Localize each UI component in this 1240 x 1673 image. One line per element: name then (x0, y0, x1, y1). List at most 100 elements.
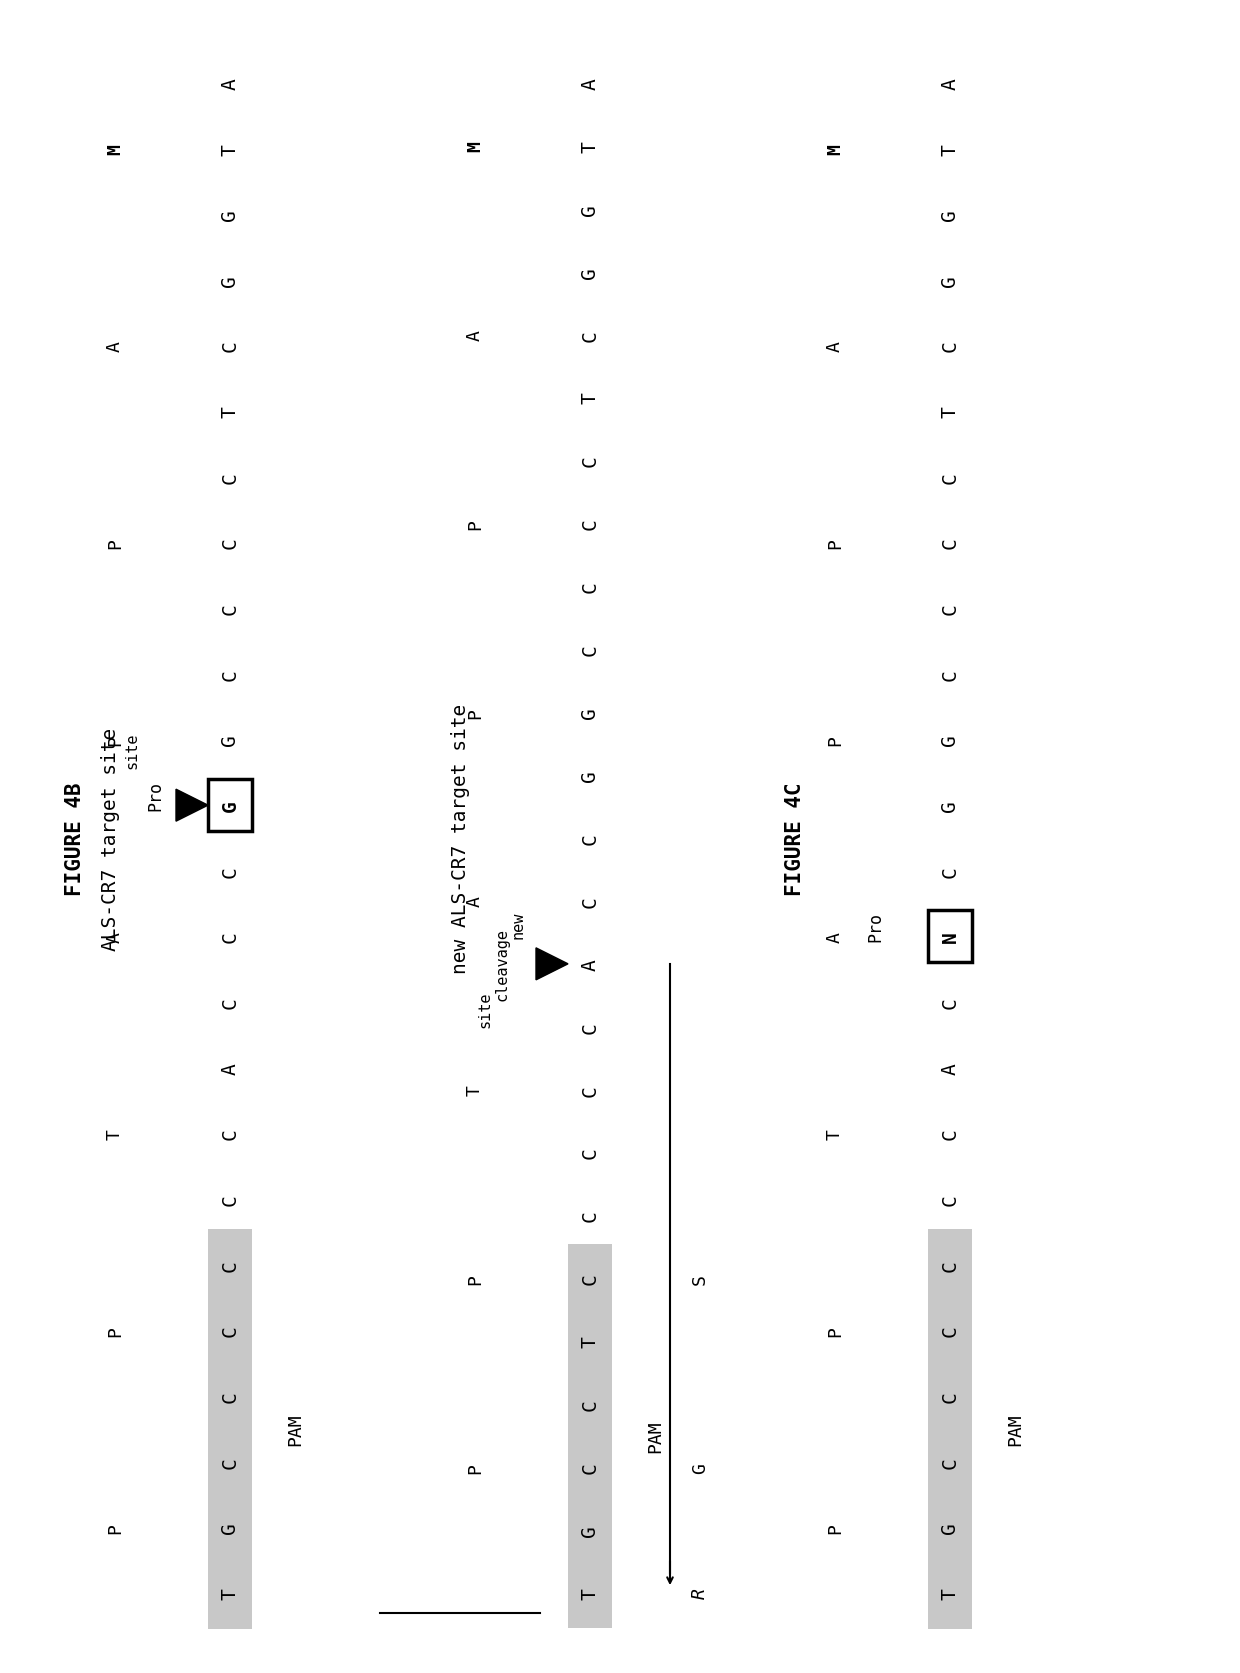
Text: ALS-CR7 target site: ALS-CR7 target site (100, 728, 119, 950)
Text: C: C (221, 1260, 239, 1271)
Text: G: G (221, 734, 239, 746)
Text: P: P (105, 1522, 124, 1532)
Text: A: A (826, 341, 844, 351)
Text: PAM: PAM (1006, 1412, 1024, 1445)
Text: G: G (221, 1521, 239, 1534)
Text: C: C (580, 519, 599, 530)
Bar (208, 1230, 252, 1630)
Text: P: P (826, 537, 844, 549)
Text: C: C (940, 341, 960, 353)
Text: new: new (511, 910, 526, 939)
Text: T: T (580, 1335, 599, 1347)
Text: T: T (466, 1084, 484, 1096)
Text: C: C (221, 932, 239, 944)
Text: C: C (580, 1084, 599, 1096)
Text: T: T (826, 1128, 844, 1139)
Text: C: C (580, 581, 599, 592)
Text: C: C (580, 330, 599, 341)
Text: G: G (221, 274, 239, 286)
Text: T: T (221, 144, 239, 156)
Text: A: A (105, 932, 124, 942)
Text: T: T (221, 407, 239, 418)
Text: M: M (826, 144, 844, 156)
Text: A: A (221, 1062, 239, 1074)
Text: C: C (221, 1456, 239, 1467)
Text: C: C (940, 932, 960, 944)
Text: C: C (940, 865, 960, 877)
Text: C: C (221, 602, 239, 614)
Text: C: C (940, 472, 960, 483)
Text: G: G (221, 209, 239, 221)
Text: R: R (691, 1588, 709, 1598)
Text: G: G (580, 266, 599, 278)
Text: C: C (580, 1399, 599, 1410)
Text: G: G (221, 800, 239, 811)
Text: P: P (466, 519, 484, 530)
Polygon shape (536, 949, 568, 980)
Text: A: A (580, 959, 599, 970)
Text: C: C (940, 1128, 960, 1139)
Bar (568, 1245, 613, 1628)
Text: G: G (221, 800, 239, 811)
Text: C: C (221, 1128, 239, 1139)
Text: C: C (221, 472, 239, 483)
Text: C: C (221, 1193, 239, 1205)
Text: G: G (691, 1462, 709, 1472)
Text: C: C (940, 1193, 960, 1205)
Text: A: A (940, 79, 960, 90)
Text: G: G (940, 1521, 960, 1534)
Text: G: G (940, 800, 960, 811)
Text: cleavage: cleavage (495, 929, 510, 1000)
Text: A: A (105, 341, 124, 351)
Text: G: G (940, 209, 960, 221)
Text: C: C (221, 1390, 239, 1402)
Text: FIGURE 4C: FIGURE 4C (785, 781, 805, 895)
Text: A: A (826, 932, 844, 942)
Text: T: T (580, 141, 599, 152)
Text: P: P (466, 1273, 484, 1285)
Text: P: P (826, 734, 844, 746)
Text: T: T (105, 1128, 124, 1139)
Bar (928, 910, 972, 964)
Text: A: A (466, 330, 484, 341)
Text: C: C (221, 1325, 239, 1337)
Text: P: P (105, 537, 124, 549)
Text: G: G (940, 734, 960, 746)
Text: P: P (826, 1325, 844, 1337)
Text: M: M (105, 144, 124, 156)
Text: G: G (580, 204, 599, 216)
Bar (928, 1230, 972, 1630)
Text: T: T (580, 393, 599, 405)
Text: C: C (221, 669, 239, 681)
Bar (208, 780, 252, 831)
Text: Pro: Pro (146, 781, 164, 811)
Text: Pro: Pro (866, 912, 884, 942)
Text: C: C (940, 602, 960, 614)
Text: site: site (477, 990, 492, 1027)
Text: G: G (580, 1524, 599, 1536)
Text: FIGURE 4B: FIGURE 4B (64, 781, 86, 895)
Text: C: C (940, 1390, 960, 1402)
Polygon shape (176, 790, 208, 821)
Text: N: N (940, 932, 960, 944)
Text: C: C (940, 997, 960, 1009)
Text: T: T (221, 1588, 239, 1599)
Text: P: P (466, 708, 484, 718)
Text: C: C (940, 537, 960, 549)
Text: PAM: PAM (646, 1420, 663, 1452)
Text: P: P (466, 1462, 484, 1472)
Text: new ALS-CR7 target site: new ALS-CR7 target site (450, 703, 470, 974)
Text: C: C (580, 1148, 599, 1159)
Text: A: A (466, 897, 484, 907)
Text: P: P (826, 1522, 844, 1532)
Text: P: P (105, 1325, 124, 1337)
Text: C: C (221, 865, 239, 877)
Text: G: G (940, 274, 960, 286)
Text: G: G (580, 770, 599, 781)
Text: C: C (580, 1462, 599, 1474)
Text: T: T (940, 1588, 960, 1599)
Text: PAM: PAM (286, 1412, 304, 1445)
Text: A: A (940, 1062, 960, 1074)
Text: M: M (466, 142, 484, 152)
Text: T: T (940, 144, 960, 156)
